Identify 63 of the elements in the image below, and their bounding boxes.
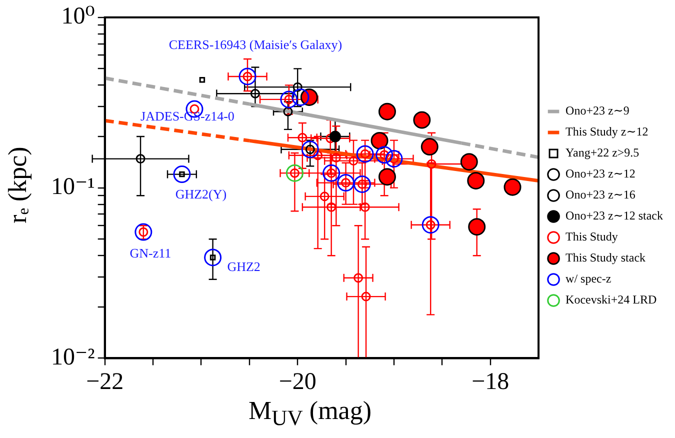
point (136, 154, 146, 164)
point (378, 102, 396, 120)
point (460, 153, 478, 171)
x-tick-label: −22 (86, 368, 124, 395)
y-tick-label: 10⁻¹ (50, 174, 95, 200)
point (426, 159, 436, 169)
annotation: JADES-GS-z14-0 (140, 108, 234, 124)
x-tick-label: −18 (472, 368, 510, 395)
point (301, 140, 319, 158)
point (385, 150, 403, 168)
legend-label: Ono+23 z∼12 stack (566, 208, 664, 223)
point (298, 132, 308, 142)
annotation: GHZ2(Y) (175, 186, 227, 202)
annotation: CEERS-16943 (Maisie′s Galaxy) (168, 36, 342, 52)
point (354, 273, 364, 283)
point (250, 88, 260, 98)
point (313, 150, 323, 160)
point (292, 88, 310, 106)
annotation: GHZ2 (227, 258, 260, 274)
y-tick-label: 10⁰ (61, 4, 95, 30)
point (329, 130, 341, 142)
point (283, 106, 293, 116)
legend-label: w/ spec-z (566, 272, 612, 286)
point (413, 111, 431, 129)
point (238, 68, 256, 86)
point (331, 153, 341, 163)
legend-label: Yang+22 z>9.5 (566, 146, 640, 160)
legend-label: This Study stack (566, 250, 646, 265)
point (376, 146, 394, 164)
point (422, 216, 440, 234)
legend-label: This Study (566, 230, 618, 244)
point (361, 292, 371, 302)
point (322, 164, 340, 182)
point (360, 202, 370, 212)
point (378, 168, 396, 186)
point (353, 175, 371, 193)
point (204, 248, 222, 266)
point (286, 164, 304, 182)
point (292, 82, 302, 92)
point (320, 192, 330, 202)
point (337, 174, 355, 192)
legend-label: This Study z∼12 (566, 124, 648, 139)
x-tick-label: −20 (278, 368, 316, 395)
y-tick-label: 10⁻² (50, 344, 95, 370)
annotation: GN-z11 (130, 245, 172, 260)
point (504, 178, 522, 196)
point (134, 223, 152, 241)
legend-label: Ono+23 z∼12 (566, 166, 636, 181)
point (467, 172, 485, 190)
y-axis-title: rₑ (kpc) (3, 146, 33, 226)
point (280, 90, 298, 108)
legend-label: Kocevski+24 LRD (566, 292, 657, 307)
point (420, 138, 438, 156)
point (370, 132, 388, 150)
x-axis-title: M$_{UV}$ (mag) (248, 396, 372, 432)
point (468, 218, 486, 236)
point (356, 145, 374, 163)
legend-label: Ono+23 z∼16 (566, 188, 636, 202)
point (348, 156, 358, 166)
point (199, 76, 206, 83)
point (326, 202, 336, 212)
point (173, 166, 191, 184)
legend-label: Ono+23 z∼9 (566, 104, 630, 118)
